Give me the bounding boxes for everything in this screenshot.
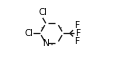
Text: Cl: Cl — [38, 8, 47, 17]
Text: F: F — [73, 21, 78, 30]
Text: F: F — [73, 37, 78, 46]
Text: N: N — [42, 39, 49, 48]
Text: F: F — [74, 29, 79, 38]
Text: Cl: Cl — [24, 29, 33, 38]
